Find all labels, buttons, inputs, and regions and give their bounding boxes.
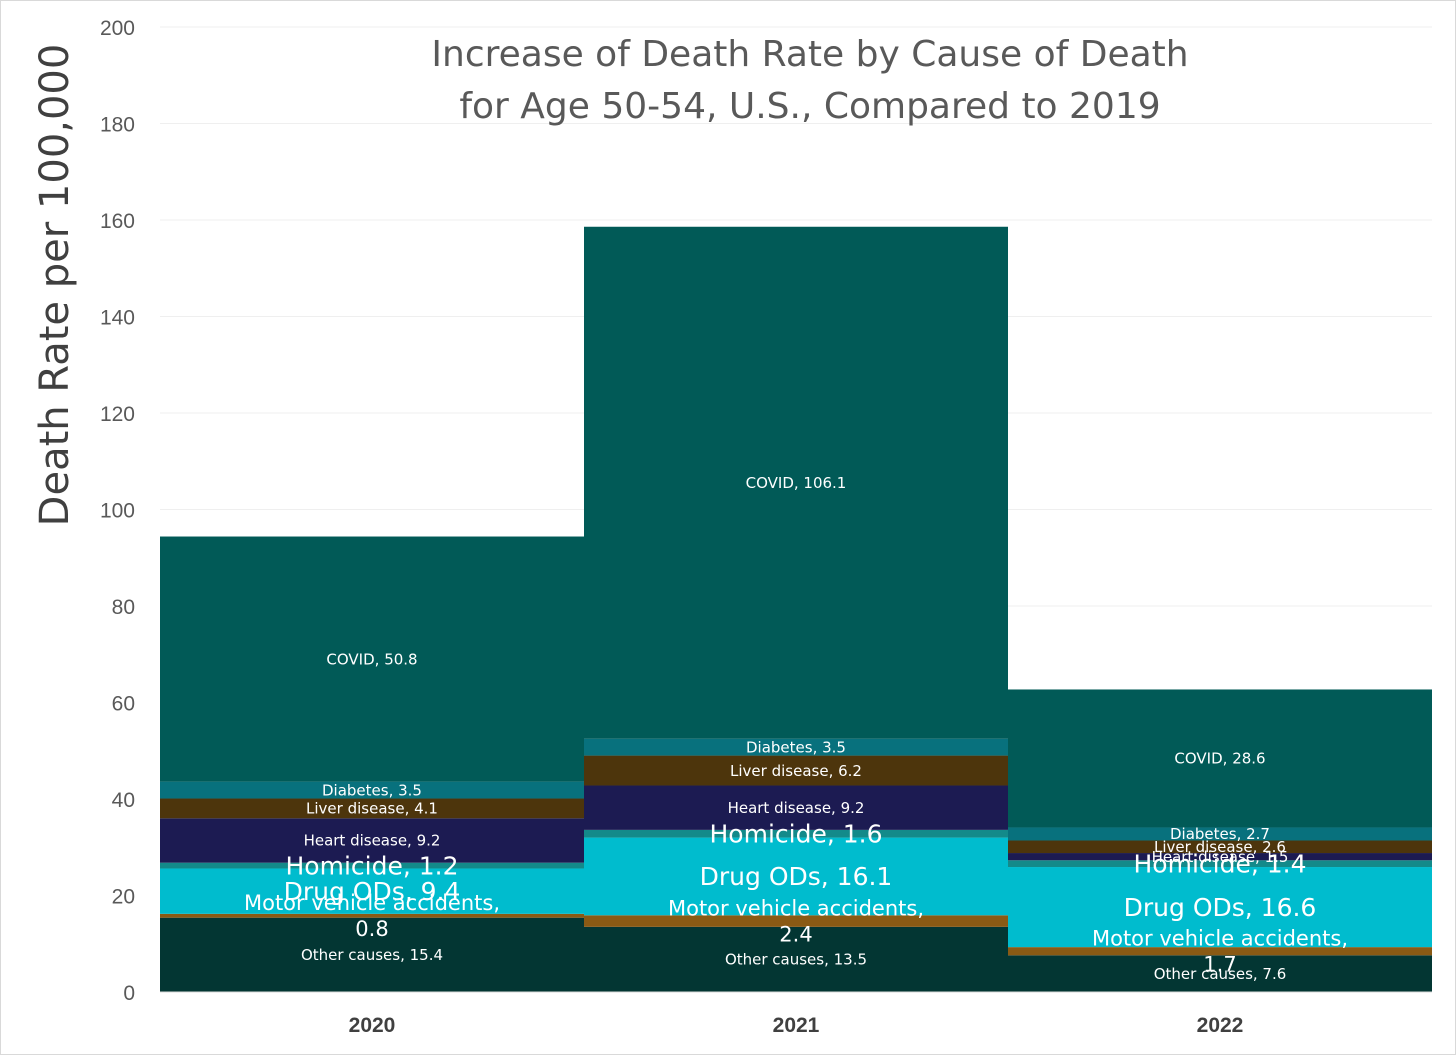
data-label: COVID, 50.8 xyxy=(326,650,417,668)
data-label-line: Other causes, 7.6 xyxy=(1154,965,1287,983)
data-label-line: Motor vehicle accidents, xyxy=(244,891,500,915)
y-tick-label: 80 xyxy=(112,596,135,619)
data-label: Liver disease, 2.6 xyxy=(1154,838,1286,856)
bar-segment-drug-ods xyxy=(1008,867,1432,948)
data-label: Diabetes, 2.7 xyxy=(1170,825,1270,843)
bar-segment-motor-vehicle-accidents xyxy=(1008,947,1432,956)
data-label: Diabetes, 3.5 xyxy=(322,781,422,799)
bar-segment-drug-ods xyxy=(160,868,584,914)
data-label-line: Homicide, 1.6 xyxy=(710,819,883,848)
data-label-line: Diabetes, 3.5 xyxy=(746,738,846,756)
bar-segment-drug-ods xyxy=(584,837,1008,916)
data-label: Motor vehicle accidents, 1.7 xyxy=(1092,926,1348,976)
data-label: Other causes, 7.6 xyxy=(1154,965,1287,983)
data-label: Motor vehicle accidents, 2.4 xyxy=(668,896,924,946)
bar-segment-diabetes xyxy=(584,738,1008,756)
data-label-line: Liver disease, 2.6 xyxy=(1154,838,1286,856)
bar-segment-liver-disease xyxy=(584,755,1008,786)
data-label-line: Heart disease, 9.2 xyxy=(728,799,865,817)
bar-segment-diabetes xyxy=(1008,827,1432,841)
chart-title-line-2: for Age 50-54, U.S., Compared to 2019 xyxy=(459,86,1161,127)
bar-segment-covid xyxy=(1008,689,1432,828)
y-tick-label: 60 xyxy=(112,693,135,716)
data-label-line: Heart disease, 1.5 xyxy=(1152,848,1289,866)
data-label-line: Motor vehicle accidents, xyxy=(1092,926,1348,950)
data-label: Other causes, 15.4 xyxy=(301,946,443,964)
y-tick-label: 160 xyxy=(100,210,135,233)
data-label-line: Drug ODs, 16.1 xyxy=(700,862,893,891)
data-label: Liver disease, 4.1 xyxy=(306,800,438,818)
x-category-label: 2022 xyxy=(1197,1014,1244,1037)
bar-segment-heart-disease xyxy=(160,818,584,863)
data-label: Drug ODs, 16.1 xyxy=(700,862,893,891)
data-label-line: Motor vehicle accidents, xyxy=(668,896,924,920)
data-label: Liver disease, 6.2 xyxy=(730,762,862,780)
data-label-line: 0.8 xyxy=(355,917,388,941)
data-label-line: Liver disease, 4.1 xyxy=(306,800,438,818)
data-label-line: Diabetes, 3.5 xyxy=(322,781,422,799)
bar-segment-other-causes xyxy=(584,926,1008,992)
data-label-line: Drug ODs, 9.4 xyxy=(284,877,461,906)
y-tick-label: 120 xyxy=(100,403,135,426)
data-label-line: Drug ODs, 16.6 xyxy=(1124,893,1317,922)
bar-segment-other-causes xyxy=(160,917,584,992)
data-label: Homicide, 1.4 xyxy=(1134,849,1307,878)
bar-segment-homicide xyxy=(584,829,1008,838)
data-label-line: Homicide, 1.4 xyxy=(1134,849,1307,878)
data-label-line: COVID, 28.6 xyxy=(1174,750,1265,768)
data-label: Heart disease, 9.2 xyxy=(304,832,441,850)
data-label-line: 1.7 xyxy=(1203,953,1236,977)
data-label: Drug ODs, 16.6 xyxy=(1124,893,1317,922)
data-label: Diabetes, 3.5 xyxy=(746,738,846,756)
bar-segment-heart-disease xyxy=(584,785,1008,830)
data-label-line: Heart disease, 9.2 xyxy=(304,832,441,850)
data-label-line: Liver disease, 6.2 xyxy=(730,762,862,780)
data-label: Heart disease, 1.5 xyxy=(1152,848,1289,866)
bar-segment-motor-vehicle-accidents xyxy=(584,915,1008,927)
y-tick-label: 100 xyxy=(100,500,135,523)
bar-segment-covid xyxy=(584,226,1008,739)
chart-title-line-1: Increase of Death Rate by Cause of Death xyxy=(431,34,1189,75)
y-tick-label: 40 xyxy=(112,789,135,812)
bar-segment-motor-vehicle-accidents xyxy=(160,913,584,918)
data-label: Other causes, 13.5 xyxy=(725,951,867,969)
y-tick-label: 140 xyxy=(100,307,135,330)
y-tick-label: 200 xyxy=(100,17,135,40)
data-label: COVID, 106.1 xyxy=(746,474,847,492)
bar-segment-homicide xyxy=(160,862,584,869)
data-label-line: Other causes, 15.4 xyxy=(301,946,443,964)
data-label-line: Diabetes, 2.7 xyxy=(1170,825,1270,843)
bar-segment-homicide xyxy=(1008,860,1432,868)
x-category-label: 2020 xyxy=(349,1014,396,1037)
y-tick-label: 20 xyxy=(112,886,135,909)
y-tick-label: 180 xyxy=(100,114,135,137)
bar-segment-heart-disease xyxy=(1008,853,1432,861)
data-label-line: Other causes, 13.5 xyxy=(725,951,867,969)
data-label-line: Homicide, 1.2 xyxy=(286,851,459,880)
data-label: Homicide, 1.2 xyxy=(286,851,459,880)
data-label: Homicide, 1.6 xyxy=(710,819,883,848)
x-category-label: 2021 xyxy=(773,1014,820,1037)
data-label: COVID, 28.6 xyxy=(1174,750,1265,768)
bar-segment-covid xyxy=(160,536,584,782)
data-label-line: COVID, 106.1 xyxy=(746,474,847,492)
y-axis-label: Death Rate per 100,000 xyxy=(32,43,78,527)
data-label-line: COVID, 50.8 xyxy=(326,650,417,668)
bar-segment-other-causes xyxy=(1008,955,1432,992)
bar-segment-liver-disease xyxy=(1008,840,1432,854)
data-label: Drug ODs, 9.4 xyxy=(284,877,461,906)
bar-segment-diabetes xyxy=(160,781,584,799)
data-label: Heart disease, 9.2 xyxy=(728,799,865,817)
data-label: Motor vehicle accidents, 0.8 xyxy=(244,891,500,941)
data-label-line: 2.4 xyxy=(779,923,812,947)
y-tick-label: 0 xyxy=(123,982,135,1005)
bar-segment-liver-disease xyxy=(160,798,584,819)
